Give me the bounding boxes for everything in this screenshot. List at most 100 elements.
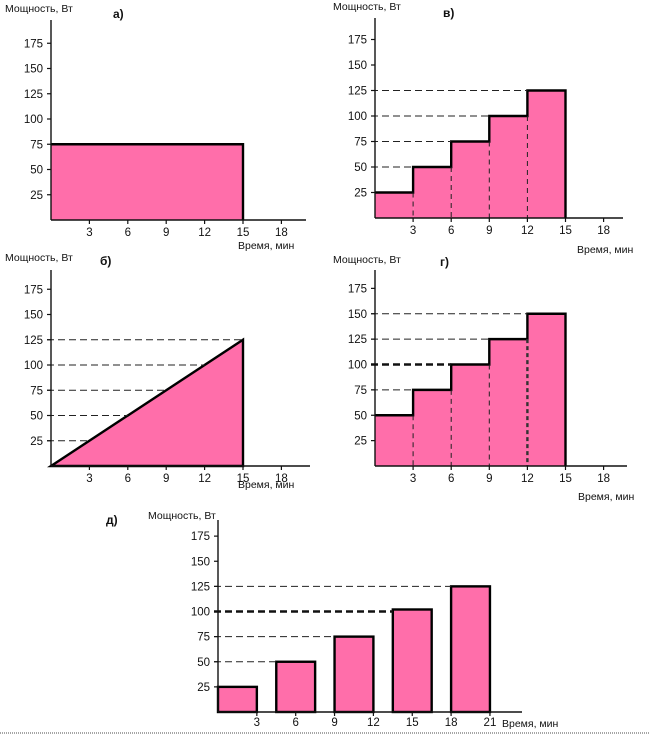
- panel-label: д): [106, 513, 118, 527]
- x-axis-title: Время, мин: [578, 491, 635, 503]
- x-tick-label: 6: [125, 473, 131, 485]
- bar: [527, 313, 566, 466]
- x-tick-label: 9: [486, 473, 492, 485]
- bar: [216, 685, 259, 714]
- y-tick-label: 125: [191, 581, 210, 593]
- y-tick-label: 100: [191, 607, 210, 619]
- x-tick-label: 18: [275, 473, 288, 485]
- chart-panel-a: 25 50 75 100 125 150 175 3 6 9 12 15 18 Мощность, Вт В…: [5, 3, 306, 252]
- y-tick-label: 50: [30, 165, 43, 177]
- y-tick-label: 100: [348, 111, 367, 123]
- y-axis-title: Мощность, Вт: [333, 1, 401, 13]
- x-tick-label: 12: [367, 717, 380, 729]
- panel-label: б): [100, 254, 111, 268]
- y-tick-label: 125: [24, 335, 43, 347]
- x-tick-label: 3: [410, 473, 416, 485]
- x-tick-label: 15: [406, 717, 419, 729]
- chart-panel-v: 25 50 75 100 125 150 175 3 6 9 12 15 18 Мощность, Вт В…: [333, 1, 634, 256]
- bar: [413, 167, 452, 218]
- x-tick-label: 12: [198, 473, 211, 485]
- y-axis-title: Мощность, Вт: [333, 254, 401, 266]
- x-tick-label: 3: [86, 227, 92, 239]
- x-tick-label: 18: [275, 227, 288, 239]
- y-tick-label: 100: [24, 360, 43, 372]
- panel-label: а): [113, 7, 124, 21]
- chart-panel-d: 25 50 75 100 125 150 175 3 6 9 12 15 18 21 Мощность, В…: [106, 510, 559, 730]
- x-axis-title: Время, мин: [502, 718, 559, 730]
- x-axis-title: Время, мин: [577, 244, 634, 256]
- x-tick-label: 9: [486, 225, 492, 237]
- bar: [449, 585, 492, 714]
- bar: [391, 608, 433, 714]
- y-tick-label: 175: [24, 284, 43, 296]
- x-tick-label: 6: [292, 717, 298, 729]
- bar: [451, 364, 490, 466]
- y-tick-label: 50: [197, 657, 210, 669]
- y-tick-label: 125: [348, 334, 367, 346]
- bar: [375, 192, 414, 218]
- x-tick-label: 18: [597, 225, 610, 237]
- y-tick-label: 75: [354, 385, 367, 397]
- x-tick-label: 15: [559, 473, 572, 485]
- bar: [489, 116, 528, 218]
- x-tick-label: 21: [484, 717, 497, 729]
- x-tick-label: 3: [86, 473, 92, 485]
- x-tick-label: 18: [445, 717, 458, 729]
- y-tick-label: 100: [24, 114, 43, 126]
- y-tick-label: 75: [30, 139, 43, 151]
- y-tick-label: 75: [354, 137, 367, 149]
- step-outline: [51, 143, 245, 220]
- x-tick-label: 15: [559, 225, 572, 237]
- x-tick-label: 3: [254, 717, 260, 729]
- y-tick-label: 150: [348, 60, 367, 72]
- chart-panel-b: 25 50 75 100 125 150 175 3 6 9 12 15 18 Мощность, Вт В…: [5, 252, 310, 491]
- y-tick-label: 125: [24, 89, 43, 101]
- y-tick-label: 175: [24, 38, 43, 50]
- y-tick-label: 175: [191, 531, 210, 543]
- y-tick-label: 25: [354, 188, 367, 200]
- y-tick-label: 75: [30, 385, 43, 397]
- bar: [51, 144, 243, 220]
- x-axis-title: Время, мин: [238, 240, 295, 252]
- panel-label: в): [443, 6, 454, 20]
- x-tick-label: 15: [237, 227, 250, 239]
- x-tick-label: 15: [237, 473, 250, 485]
- y-tick-label: 25: [197, 682, 210, 694]
- y-tick-label: 25: [30, 436, 43, 448]
- x-tick-label: 12: [521, 225, 534, 237]
- bar: [413, 389, 452, 466]
- x-tick-label: 6: [448, 225, 454, 237]
- x-tick-label: 12: [521, 473, 534, 485]
- y-axis-title: Мощность, Вт: [5, 3, 73, 15]
- y-tick-label: 100: [348, 360, 367, 372]
- y-tick-label: 75: [197, 632, 210, 644]
- bar: [451, 141, 490, 218]
- x-tick-label: 9: [163, 473, 169, 485]
- y-axis-title: Мощность, Вт: [148, 510, 216, 522]
- x-tick-label: 12: [198, 227, 211, 239]
- y-tick-label: 150: [24, 64, 43, 76]
- bar: [375, 415, 414, 466]
- bar: [333, 635, 375, 714]
- y-tick-label: 150: [348, 309, 367, 321]
- x-tick-label: 6: [125, 227, 131, 239]
- y-axis-title: Мощность, Вт: [5, 252, 73, 264]
- x-tick-label: 6: [448, 473, 454, 485]
- chart-panel-g: 25 50 75 100 125 150 175 3 6 9 12 15 18 Мощность, Вт В…: [333, 254, 635, 503]
- panel-label: г): [440, 255, 449, 269]
- y-tick-label: 150: [24, 310, 43, 322]
- y-tick-label: 125: [348, 86, 367, 98]
- x-axis-title: Время, мин: [238, 479, 295, 491]
- x-tick-label: 3: [410, 225, 416, 237]
- y-tick-label: 50: [354, 162, 367, 174]
- y-tick-label: 25: [30, 190, 43, 202]
- bar: [527, 90, 566, 218]
- x-tick-label: 18: [597, 473, 610, 485]
- x-tick-label: 9: [163, 227, 169, 239]
- y-tick-label: 25: [354, 436, 367, 448]
- x-tick-label: 9: [331, 717, 337, 729]
- y-tick-label: 50: [354, 410, 367, 422]
- bar: [489, 339, 528, 466]
- y-tick-label: 175: [348, 283, 367, 295]
